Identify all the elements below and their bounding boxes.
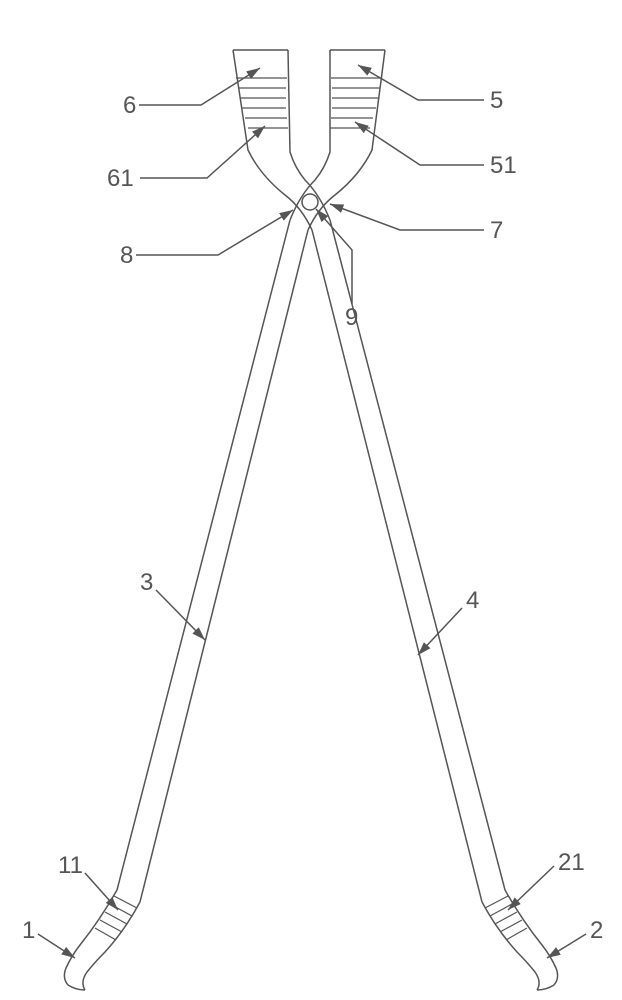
label-5: 5 [490,87,503,114]
label-61: 61 [107,165,134,192]
label-8: 8 [120,242,133,269]
label-4: 4 [466,587,479,614]
label-2: 2 [590,917,603,944]
label-11: 11 [58,852,83,879]
label-51: 51 [490,152,517,179]
label-1: 1 [22,917,35,944]
label-3: 3 [140,569,153,596]
part-right-lower-tip [482,890,558,990]
annotations: 6 5 61 51 7 8 9 3 4 11 1 21 [22,65,603,958]
tool-diagram: 6 5 61 51 7 8 9 3 4 11 1 21 [0,0,622,1000]
label-21: 21 [558,849,585,876]
part-left-arm [117,220,308,902]
part-pivot [233,50,385,230]
label-9: 9 [345,304,358,331]
part-right-arm [312,220,505,902]
part-left-lower-tip [64,890,140,990]
label-6: 6 [123,92,136,119]
part-left-upper [233,50,288,128]
label-7: 7 [490,217,503,244]
